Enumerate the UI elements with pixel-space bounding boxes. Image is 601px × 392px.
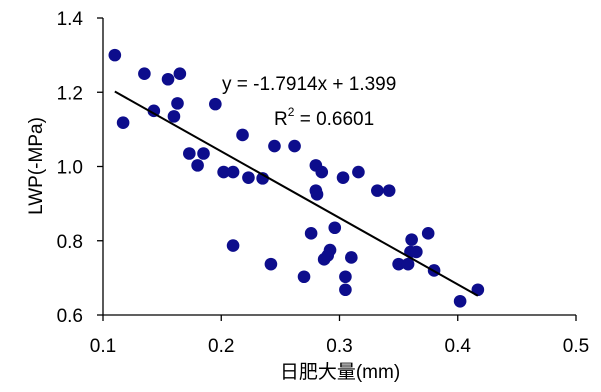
data-point — [256, 172, 269, 185]
x-tick-label: 0.1 — [90, 336, 116, 357]
data-point — [268, 139, 281, 153]
data-point — [382, 184, 396, 197]
axes — [102, 18, 576, 316]
y-tick-labels: 0.6 0.8 1.0 1.2 1.4 — [57, 9, 84, 327]
data-point — [173, 67, 187, 80]
data-points — [108, 48, 485, 308]
trendline — [114, 90, 479, 297]
data-point — [392, 257, 405, 271]
x-tick-labels: 0.1 0.2 0.3 0.4 0.5 — [90, 336, 589, 357]
data-point — [217, 165, 230, 179]
data-point — [304, 227, 318, 240]
tick-marks — [97, 17, 577, 321]
r-squared-exponent: 2 — [288, 105, 295, 119]
y-tick-label: 1.2 — [57, 83, 83, 104]
data-point — [226, 239, 240, 252]
data-point — [183, 147, 196, 160]
data-point — [328, 221, 342, 235]
data-point — [405, 233, 418, 246]
data-point — [453, 294, 467, 308]
data-point — [297, 270, 311, 284]
y-tick-label: 1.0 — [57, 158, 83, 179]
data-point — [171, 97, 184, 110]
data-point — [197, 147, 210, 160]
data-point — [209, 97, 222, 111]
data-point — [401, 257, 415, 271]
y-tick-label: 0.6 — [57, 306, 83, 327]
data-point — [421, 227, 435, 240]
y-tick-label: 1.4 — [57, 9, 84, 30]
trendline-equation: y = -1.7914x + 1.399 — [222, 74, 396, 95]
y-axis-title: LWP(-MPa) — [26, 117, 47, 215]
r-squared-symbol: R — [274, 109, 288, 130]
data-point — [323, 243, 337, 257]
data-point — [226, 165, 240, 179]
x-tick-label: 0.2 — [208, 336, 234, 357]
data-point — [339, 283, 352, 297]
data-point — [108, 48, 122, 62]
data-point — [339, 270, 352, 284]
x-tick-label: 0.3 — [326, 336, 352, 357]
data-point — [191, 159, 204, 172]
x-tick-label: 0.4 — [445, 336, 472, 357]
data-point — [288, 139, 301, 153]
data-point — [371, 184, 384, 197]
x-axis-title: 日肥大量(mm) — [280, 361, 400, 383]
y-tick-label: 0.8 — [57, 232, 83, 253]
x-tick-label: 0.5 — [563, 336, 589, 357]
data-point — [264, 257, 278, 271]
data-point — [138, 67, 151, 80]
data-point — [147, 104, 161, 118]
data-point — [116, 116, 130, 129]
data-point — [161, 72, 175, 86]
r-squared-value: = 0.6601 — [294, 109, 374, 130]
data-point — [410, 245, 423, 259]
data-point — [310, 188, 324, 201]
data-point — [345, 251, 358, 264]
data-point — [336, 171, 350, 184]
data-point — [352, 165, 365, 179]
data-point — [242, 171, 255, 184]
r-squared-label: R2 = 0.6601 — [274, 105, 374, 130]
data-point — [167, 110, 181, 123]
data-point — [236, 128, 249, 142]
data-point — [315, 165, 329, 179]
